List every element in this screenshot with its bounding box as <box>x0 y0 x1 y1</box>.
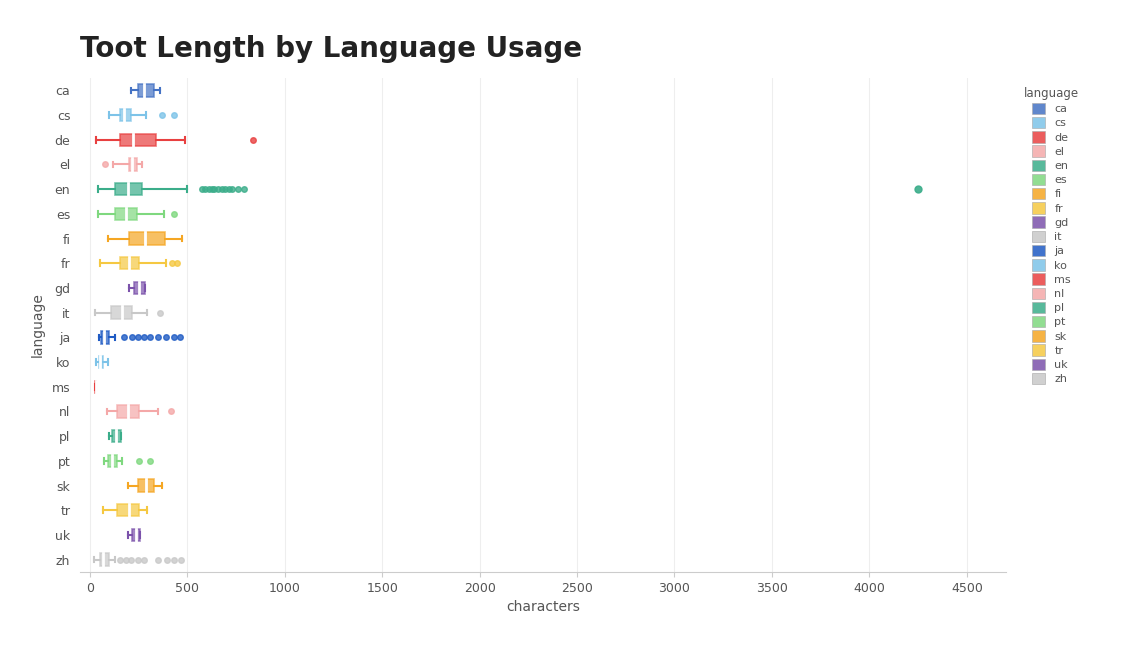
Bar <box>115 183 143 195</box>
Bar <box>129 158 136 170</box>
Bar <box>120 109 130 121</box>
Bar <box>120 133 157 146</box>
Bar <box>137 84 154 96</box>
Bar <box>117 504 139 516</box>
Bar <box>109 455 117 467</box>
Bar <box>102 331 110 343</box>
X-axis label: characters: characters <box>506 601 580 614</box>
Bar <box>138 479 154 491</box>
Bar <box>131 529 141 541</box>
Bar <box>98 356 103 368</box>
Bar <box>115 207 136 220</box>
Bar <box>134 281 145 294</box>
Bar <box>117 406 139 417</box>
Legend: ca, cs, de, el, en, es, fi, fr, gd, it, ja, ko, ms, nl, pl, pt, sk, tr, uk, zh: ca, cs, de, el, en, es, fi, fr, gd, it, … <box>1021 84 1082 387</box>
Y-axis label: language: language <box>31 292 45 358</box>
Bar <box>129 232 165 244</box>
Bar <box>112 430 121 442</box>
Bar <box>111 306 131 318</box>
Text: Toot Length by Language Usage: Toot Length by Language Usage <box>80 35 582 63</box>
Bar <box>99 553 110 566</box>
Bar <box>120 257 139 269</box>
